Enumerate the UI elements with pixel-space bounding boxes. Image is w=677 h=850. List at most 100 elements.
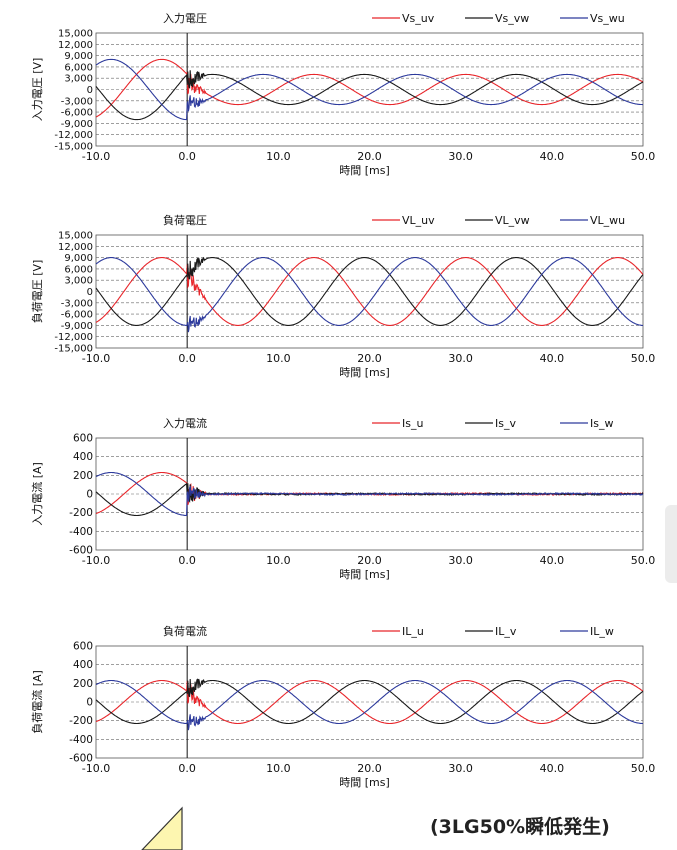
x-tick-label: 40.0	[540, 352, 565, 365]
y-tick-label: 3,000	[64, 276, 93, 287]
legend-label: IL_w	[590, 625, 614, 638]
legend-label: IL_u	[402, 625, 424, 638]
y-tick-label: -3,000	[61, 96, 93, 107]
chart-title: 入力電圧	[163, 12, 207, 25]
y-tick-label: 12,000	[58, 242, 93, 253]
y-tick-label: -15,000	[54, 344, 93, 355]
y-tick-label: 6,000	[64, 264, 93, 275]
chart-4: 600 400 200 0 -200 -400 -600-10.0 0.0 10.0 20.0 30…	[30, 624, 655, 789]
y-tick-label: -600	[69, 753, 93, 765]
y-tick-label: 200	[73, 678, 93, 690]
y-tick-label: -9,000	[61, 119, 93, 130]
x-tick-label: 0.0	[178, 762, 196, 775]
legend-label: Vs_wu	[590, 12, 625, 25]
y-tick-label: 0	[87, 85, 93, 96]
x-axis-label: 時間 [ms]	[339, 568, 390, 581]
y-tick-label: 0	[86, 489, 93, 501]
y-tick-label: -6,000	[61, 108, 93, 119]
series-line-Vs_wu	[95, 58, 643, 121]
y-tick-label: 9,000	[64, 253, 93, 264]
series-line-IL_w	[95, 679, 643, 731]
x-tick-label: 0.0	[178, 554, 196, 567]
series-line-Vs_uv	[95, 58, 644, 118]
y-tick-label: 400	[73, 659, 93, 671]
x-tick-label: 40.0	[540, 150, 565, 163]
x-tick-label: 50.0	[631, 762, 656, 775]
y-axis-label: 負荷電圧 [V]	[31, 260, 44, 324]
y-tick-label: -3,000	[61, 298, 93, 309]
x-axis-label: 時間 [ms]	[339, 366, 390, 379]
chart-title: 負荷電流	[163, 624, 207, 638]
y-tick-label: -15,000	[54, 142, 93, 153]
series-line-Vs_vw	[95, 70, 644, 121]
x-tick-label: 10.0	[266, 352, 291, 365]
sticky-note-shape	[141, 806, 183, 850]
y-tick-label: -600	[69, 545, 93, 557]
side-tab[interactable]	[665, 505, 677, 583]
legend-label: Vs_vw	[495, 12, 529, 25]
x-tick-label: 20.0	[357, 352, 382, 365]
y-tick-label: 400	[73, 451, 93, 463]
x-tick-label: -10.0	[82, 150, 110, 163]
series-line-IL_u	[95, 679, 644, 725]
series-line-VL_vw	[95, 256, 644, 326]
chart-title: 入力電流	[163, 416, 207, 430]
y-tick-label: 3,000	[64, 74, 93, 85]
x-axis-label: 時間 [ms]	[339, 164, 390, 177]
x-tick-label: 10.0	[266, 554, 291, 567]
x-tick-label: 30.0	[448, 762, 473, 775]
y-axis-label: 入力電流 [A]	[30, 462, 44, 526]
series-line-IL_v	[95, 678, 644, 725]
y-tick-label: -200	[69, 507, 93, 519]
legend-label: Is_u	[402, 417, 423, 430]
y-axis-label: 入力電圧 [V]	[31, 58, 44, 122]
legend-label: VL_vw	[495, 214, 530, 227]
x-tick-label: 10.0	[266, 150, 291, 163]
y-tick-label: 600	[73, 433, 93, 445]
y-tick-label: 0	[86, 697, 93, 709]
chart-title: 負荷電圧	[163, 214, 207, 227]
x-tick-label: 30.0	[448, 352, 473, 365]
series-line-VL_wu	[95, 257, 643, 333]
y-tick-label: 6,000	[64, 62, 93, 73]
x-tick-label: 40.0	[540, 554, 565, 567]
x-tick-label: 50.0	[631, 554, 656, 567]
legend-label: Is_v	[495, 417, 516, 430]
x-tick-label: 30.0	[448, 554, 473, 567]
y-tick-label: -6,000	[61, 310, 93, 321]
series-line-VL_uv	[95, 257, 644, 326]
y-tick-label: 15,000	[58, 29, 93, 40]
y-tick-label: -12,000	[54, 130, 93, 141]
legend-label: IL_v	[495, 625, 517, 638]
legend-label: VL_wu	[590, 214, 625, 227]
event-caption: (3LG50%瞬低発生)	[430, 816, 610, 838]
y-tick-label: 9,000	[64, 51, 93, 62]
y-tick-label: -400	[69, 526, 93, 538]
y-axis-label: 負荷電流 [A]	[30, 670, 44, 734]
x-tick-label: 30.0	[448, 150, 473, 163]
x-axis-label: 時間 [ms]	[339, 776, 390, 789]
series-line-Is_w	[95, 471, 644, 517]
y-tick-label: -12,000	[54, 332, 93, 343]
chart-2: 15,00012,0009,0006,0003,0000-3,000-6,000…	[31, 214, 655, 379]
x-tick-label: 50.0	[631, 150, 656, 163]
x-tick-label: 0.0	[178, 352, 196, 365]
legend-label: Is_w	[590, 417, 613, 430]
x-tick-label: 20.0	[357, 762, 382, 775]
chart-3: 600 400 200 0 -200 -400 -600-10.0 0.0 10.0 20.0 30…	[30, 416, 655, 581]
legend-label: Vs_uv	[402, 12, 435, 25]
y-tick-label: 600	[73, 641, 93, 653]
y-tick-label: 200	[73, 470, 93, 482]
y-tick-label: 12,000	[58, 40, 93, 51]
chart-1: 15,00012,0009,0006,0003,0000-3,000-6,000…	[31, 12, 655, 177]
x-tick-label: 0.0	[178, 150, 196, 163]
x-tick-label: -10.0	[82, 554, 110, 567]
y-tick-label: -200	[69, 715, 93, 727]
legend-label: VL_uv	[402, 214, 435, 227]
x-tick-label: -10.0	[82, 352, 110, 365]
x-tick-label: 40.0	[540, 762, 565, 775]
x-tick-label: 20.0	[357, 150, 382, 163]
x-tick-label: 50.0	[631, 352, 656, 365]
x-tick-label: -10.0	[82, 762, 110, 775]
